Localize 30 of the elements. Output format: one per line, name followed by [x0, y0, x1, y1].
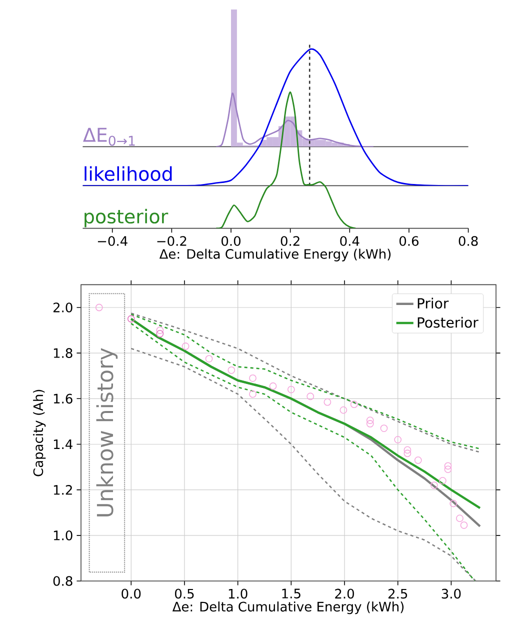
y-tick-label: 1.6: [54, 394, 72, 404]
x-tick-label: 0.0: [222, 236, 240, 246]
y-axis-title: Capacity (Ah): [33, 390, 46, 476]
x-axis-title: Δe: Delta Cumulative Energy (kWh): [159, 248, 391, 262]
text: ΔE$_{0→1}$: [83, 128, 135, 146]
x-axis-title: Δe: Delta Cumulative Energy (kWh): [172, 601, 404, 614]
series-label: likelihood: [84, 166, 172, 181]
y-tick-label: 1.8: [54, 348, 72, 358]
legend-label: Posterior: [418, 316, 478, 328]
x-tick-label: 0.8: [458, 236, 478, 246]
y-tick-label: 1.2: [54, 485, 72, 495]
x-tick-label: 1.0: [228, 588, 248, 599]
y-tick-label: 2.0: [53, 302, 72, 312]
x-tick-label: 0.5: [175, 588, 194, 599]
annotation: Unknow history: [96, 348, 118, 516]
x-tick-label: −0.4: [98, 236, 128, 246]
x-tick-label: 2.5: [388, 588, 408, 599]
x-tick-label: 0.2: [280, 236, 300, 246]
y-tick-label: 1.4: [54, 440, 72, 449]
y-tick-label: 1.0: [54, 530, 72, 540]
x-tick-label: 3.0: [442, 588, 461, 599]
y-tick-label: 0.8: [53, 576, 72, 586]
text: posterior: [84, 208, 168, 228]
x-tick-label: −0.2: [157, 236, 186, 246]
x-tick-label: 1.5: [282, 588, 300, 598]
x-tick-label: 0.4: [340, 236, 360, 246]
legend-label: Prior: [418, 298, 449, 309]
x-tick-label: 2.0: [335, 588, 354, 599]
x-tick-label: 0.6: [400, 236, 418, 246]
x-tick-label: 0.0: [122, 588, 141, 599]
